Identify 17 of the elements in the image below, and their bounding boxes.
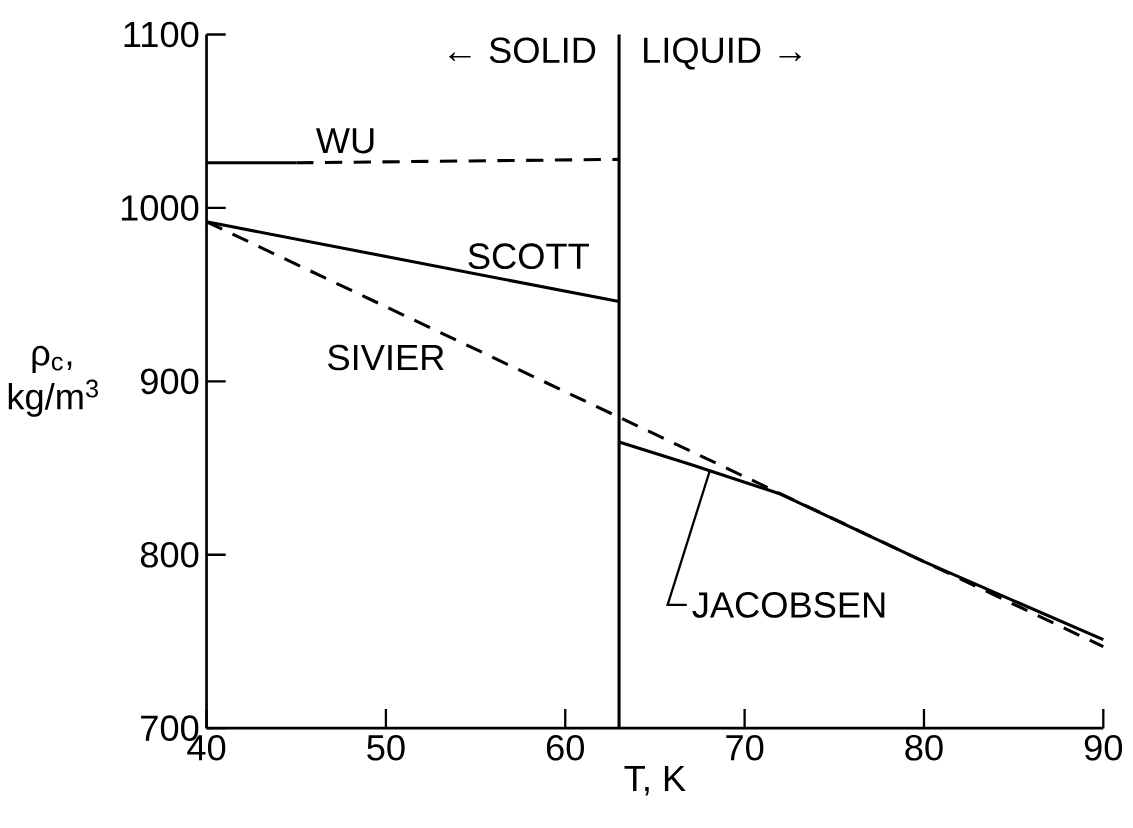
- y-tick-label: 1100: [124, 21, 199, 48]
- x-axis-title: T, K: [624, 766, 686, 796]
- annotation: ← SOLID: [449, 37, 596, 64]
- y-tick-label: 900: [140, 368, 199, 395]
- x-tick-label: 60: [546, 734, 584, 761]
- x-tick-label: 50: [367, 734, 405, 761]
- series-label: SCOTT: [468, 243, 589, 270]
- series-label: WU: [315, 128, 374, 154]
- y-tick-label: 800: [140, 541, 199, 568]
- series-label: JACOBSEN: [692, 592, 885, 618]
- y-tick-label: 1000: [121, 195, 199, 221]
- x-tick-label: 90: [1084, 734, 1123, 761]
- series-label: SIVIER: [328, 344, 444, 371]
- annotation: LIQUID →: [644, 37, 801, 70]
- x-tick-label: 80: [905, 734, 943, 761]
- x-tick-label: 70: [726, 734, 764, 761]
- y-axis-title: ρ$_{c}$, kg/m$^{3}$: [8, 345, 98, 417]
